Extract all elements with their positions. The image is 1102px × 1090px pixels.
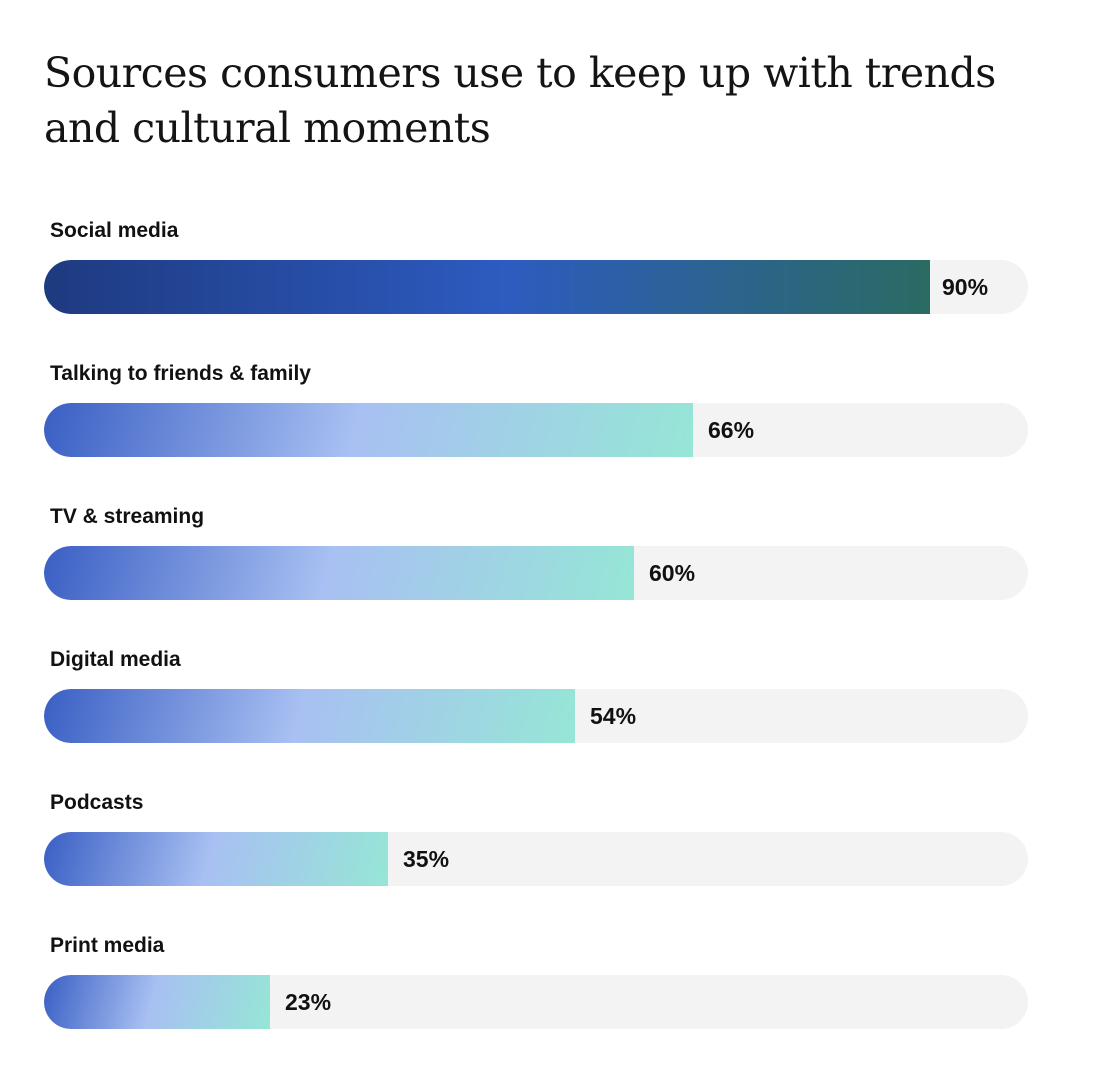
bar xyxy=(44,689,575,743)
bar-value-label: 54% xyxy=(590,703,637,729)
bar-category-label: Print media xyxy=(50,934,165,957)
bar-track xyxy=(44,832,1028,886)
bar-category-label: Podcasts xyxy=(50,791,144,814)
chart-title: Sources consumers use to keep up with tr… xyxy=(44,49,996,152)
bar-category-label: Talking to friends & family xyxy=(50,362,311,385)
bar-category-label: Social media xyxy=(50,219,179,242)
bar-track xyxy=(44,403,1028,457)
bar xyxy=(44,260,930,314)
bar-row: Print media 23% xyxy=(44,933,1028,1033)
bar-row: TV & streaming 60% xyxy=(44,504,1028,604)
bar-track xyxy=(44,260,1028,314)
bar-row: Digital media 54% xyxy=(44,647,1028,747)
bar-row: Podcasts 35% xyxy=(44,790,1028,890)
bar-value-label: 23% xyxy=(285,989,332,1015)
bar-row: Talking to friends & family 66% xyxy=(44,361,1028,461)
bar-value-label: 60% xyxy=(649,560,696,586)
bar-value-label: 35% xyxy=(403,846,450,872)
bar-value-label: 90% xyxy=(942,274,989,300)
bar xyxy=(44,975,270,1029)
bar-row: Social media 90% xyxy=(44,218,1028,318)
bar xyxy=(44,546,634,600)
bar-track xyxy=(44,975,1028,1029)
bar-track xyxy=(44,689,1028,743)
bar-category-label: TV & streaming xyxy=(50,505,205,528)
bar xyxy=(44,403,693,457)
bar-category-label: Digital media xyxy=(50,648,181,671)
bar-value-label: 66% xyxy=(708,417,755,443)
bar-track xyxy=(44,546,1028,600)
bar xyxy=(44,832,388,886)
